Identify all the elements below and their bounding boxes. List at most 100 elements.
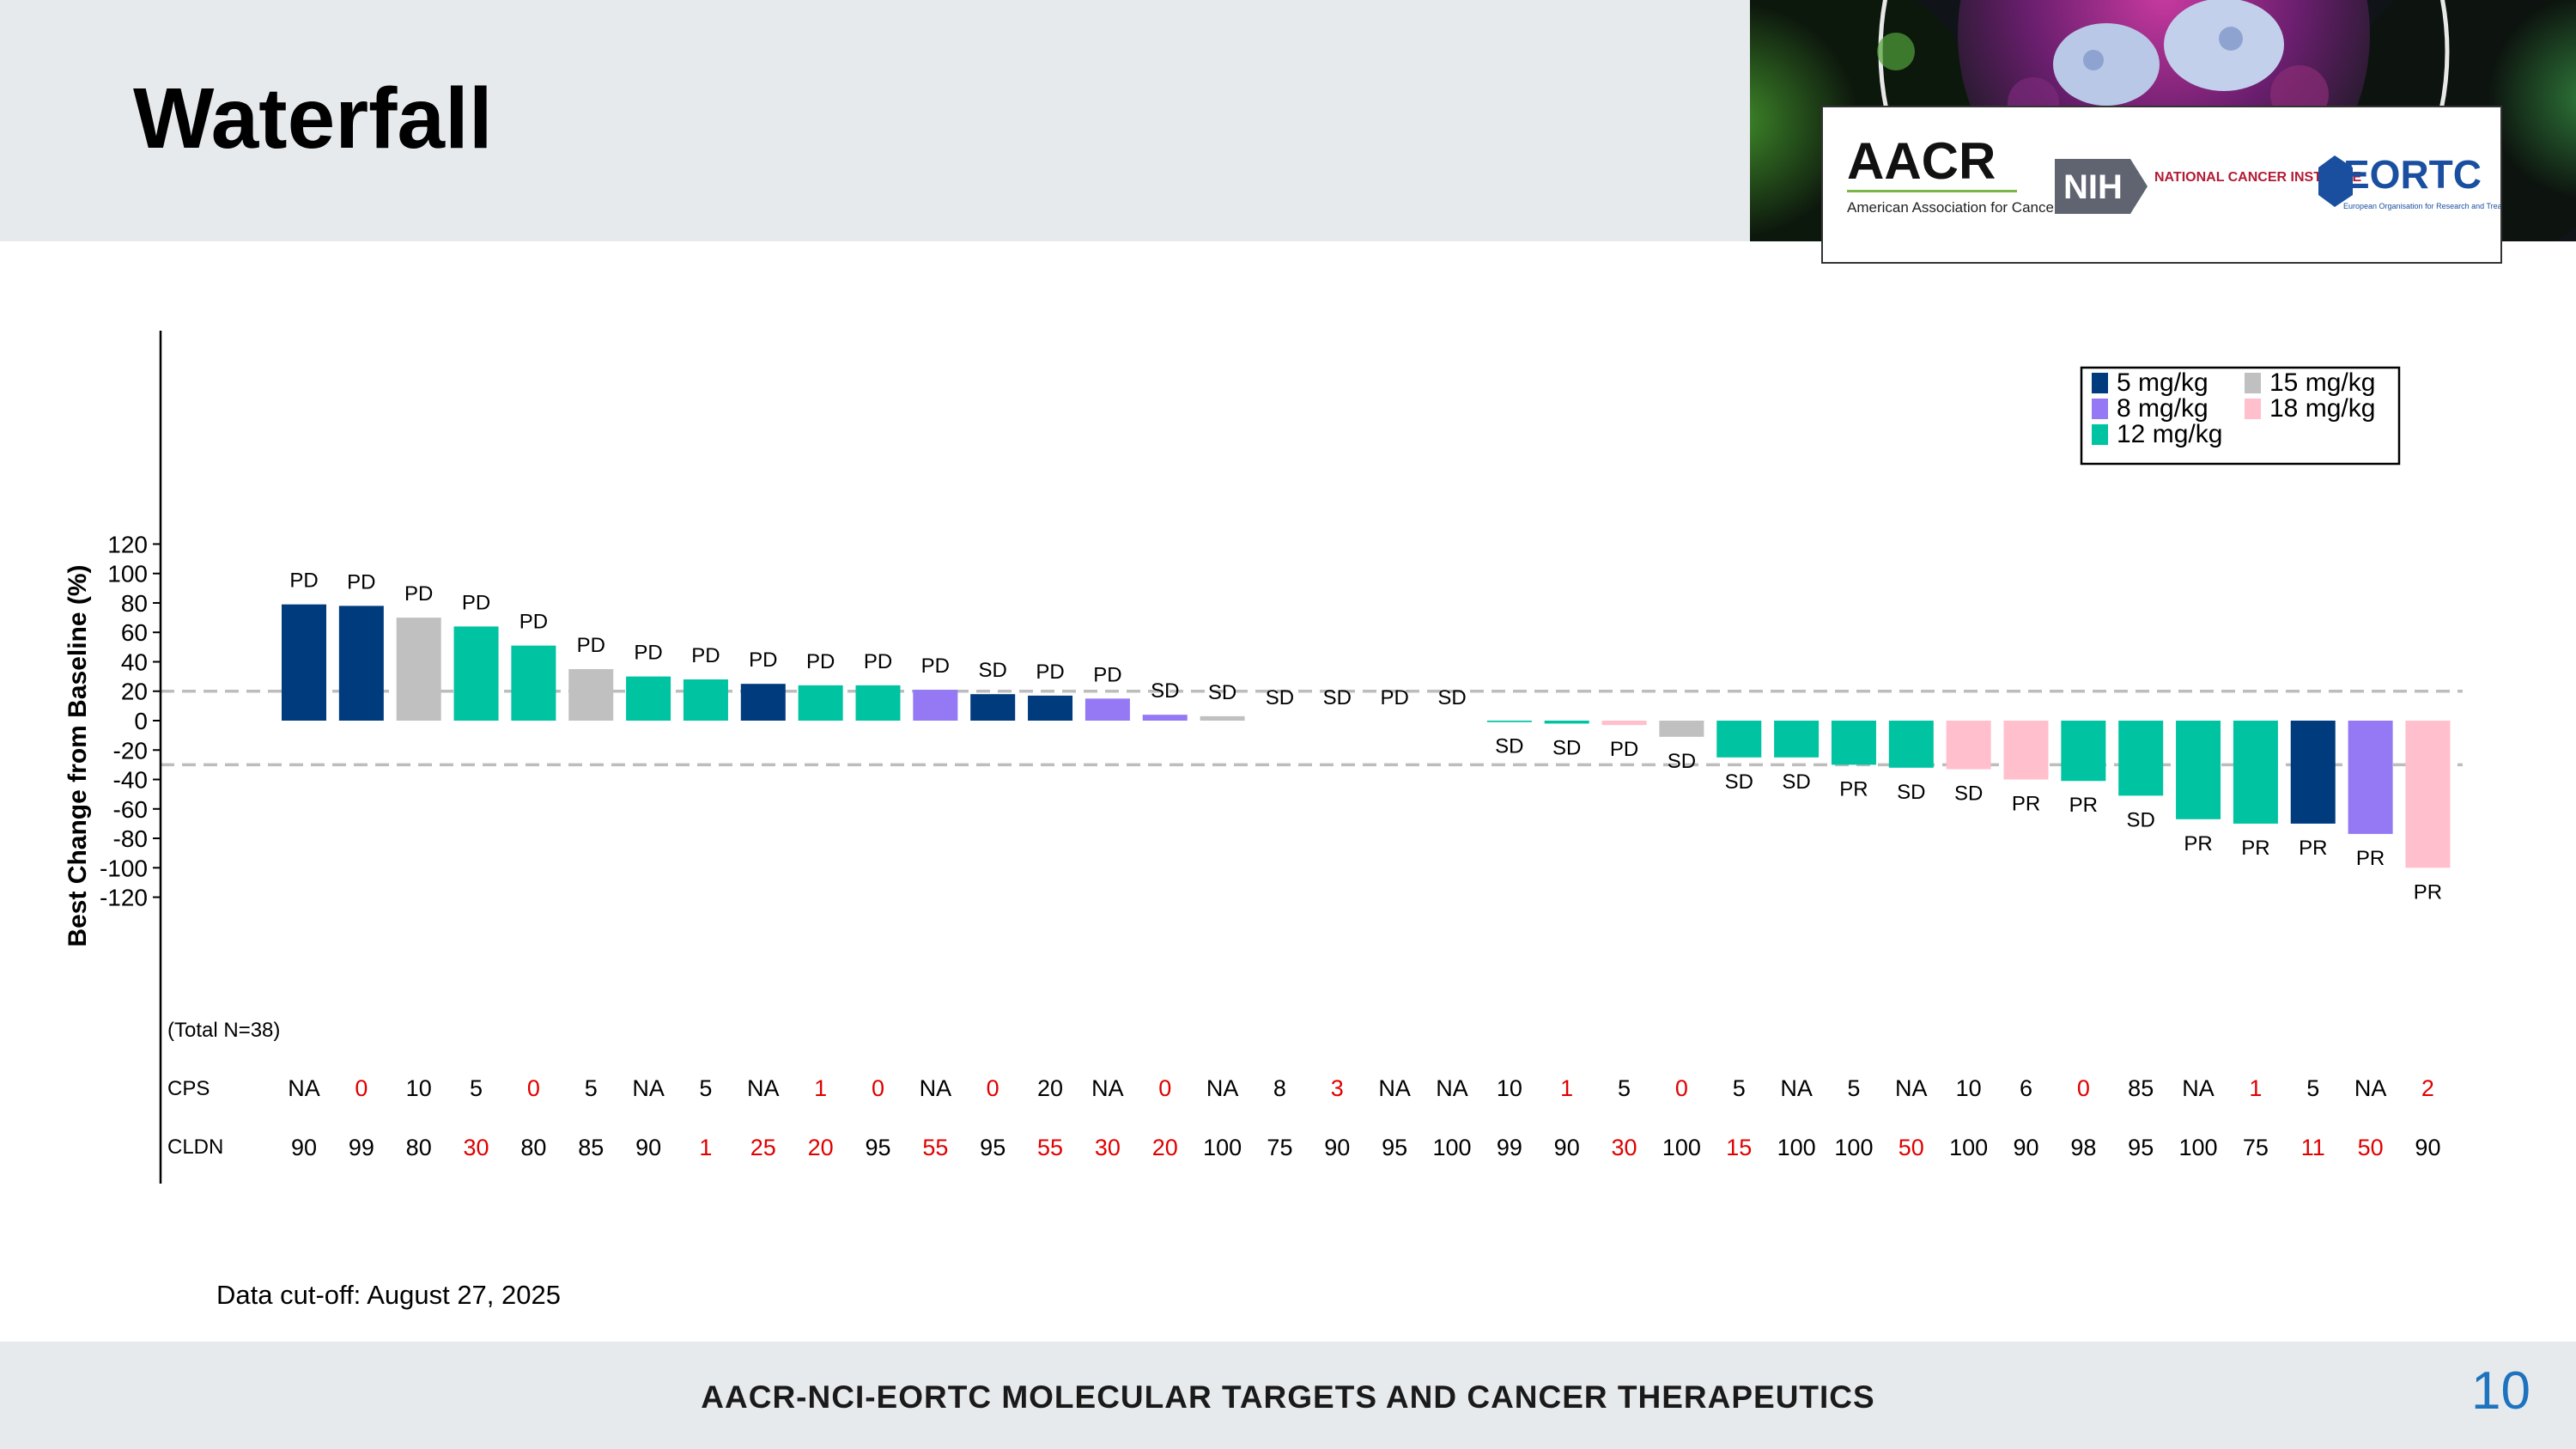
response-label: PR xyxy=(2012,793,2040,816)
eortc-wordmark: EORTC xyxy=(2343,152,2482,197)
cps-value: NA xyxy=(747,1075,780,1101)
cps-value: 5 xyxy=(1847,1075,1860,1101)
cps-value: 5 xyxy=(470,1075,483,1101)
bar xyxy=(1716,721,1762,758)
cps-value: 5 xyxy=(585,1075,598,1101)
data-cutoff-note: Data cut-off: August 27, 2025 xyxy=(216,1280,561,1310)
cldn-value: 50 xyxy=(1899,1135,1924,1160)
cldn-value: 100 xyxy=(1949,1135,1988,1160)
cps-value: 3 xyxy=(1331,1075,1344,1101)
response-label: SD xyxy=(2127,808,2155,831)
y-tick-label: -60 xyxy=(113,796,148,823)
nci-name: NATIONAL CANCER INSTITUTE xyxy=(2154,170,2362,185)
cldn-value: 100 xyxy=(2179,1135,2218,1160)
response-label: PD xyxy=(462,591,490,614)
bar xyxy=(1028,695,1073,721)
cps-value: 1 xyxy=(814,1075,827,1101)
legend-label: 5 mg/kg xyxy=(2117,368,2208,397)
legend-label: 12 mg/kg xyxy=(2117,420,2222,448)
bar xyxy=(396,618,441,721)
bar xyxy=(1142,715,1188,721)
response-label: PD xyxy=(864,650,892,673)
response-label: PD xyxy=(921,654,950,678)
bar xyxy=(1659,721,1704,737)
cps-value: NA xyxy=(288,1075,320,1101)
cps-value: 5 xyxy=(699,1075,712,1101)
cps-value: 20 xyxy=(1037,1075,1063,1101)
response-label: PD xyxy=(1093,663,1121,686)
response-label: SD xyxy=(1437,686,1466,709)
footer-band xyxy=(0,1342,2576,1449)
cps-value: NA xyxy=(632,1075,665,1101)
cldn-value: 75 xyxy=(1267,1135,1292,1160)
cldn-value: 98 xyxy=(2070,1135,2096,1160)
bar xyxy=(453,626,499,721)
y-tick-label: 0 xyxy=(134,708,148,734)
cps-value: 0 xyxy=(2077,1075,2090,1101)
cldn-value: 11 xyxy=(2301,1135,2325,1160)
bar xyxy=(740,684,786,721)
cldn-value: 20 xyxy=(808,1135,834,1160)
response-label: PD xyxy=(289,569,318,593)
bar xyxy=(683,679,728,721)
cldn-value: 95 xyxy=(980,1135,1005,1160)
cldn-value: 90 xyxy=(2013,1135,2038,1160)
response-label: SD xyxy=(1151,679,1179,703)
cps-value: NA xyxy=(1206,1075,1239,1101)
response-label: PD xyxy=(691,644,720,667)
bar xyxy=(1601,721,1647,726)
cps-value: 5 xyxy=(1733,1075,1746,1101)
bar xyxy=(913,690,958,721)
legend-label: 8 mg/kg xyxy=(2117,394,2208,423)
cps-value: 5 xyxy=(2306,1075,2319,1101)
cldn-value: 55 xyxy=(922,1135,948,1160)
response-label: SD xyxy=(979,659,1007,682)
cldn-value: 55 xyxy=(1037,1135,1063,1160)
cps-value: 1 xyxy=(2249,1075,2262,1101)
bar xyxy=(2003,721,2049,780)
cldn-value: 90 xyxy=(291,1135,317,1160)
nih-logo: NIH NATIONAL CANCER INSTITUTE xyxy=(2055,159,2362,214)
response-label: PD xyxy=(806,650,835,673)
page-title: Waterfall xyxy=(133,70,493,167)
response-label: SD xyxy=(1782,770,1810,794)
response-label: SD xyxy=(1552,736,1581,759)
cps-value: 2 xyxy=(2421,1075,2434,1101)
legend-swatch xyxy=(2092,424,2108,445)
eortc-name: European Organisation for Research and T… xyxy=(2343,202,2500,210)
cps-value: 85 xyxy=(2128,1075,2154,1101)
y-tick-label: -100 xyxy=(100,855,148,881)
bar xyxy=(798,685,843,721)
cps-value: NA xyxy=(920,1075,952,1101)
cps-value: NA xyxy=(1895,1075,1928,1101)
page-number: 10 xyxy=(2471,1361,2530,1421)
cps-value: 6 xyxy=(2020,1075,2032,1101)
bar xyxy=(970,694,1016,721)
total-n-label: (Total N=38) xyxy=(167,1019,280,1042)
legend-label: 18 mg/kg xyxy=(2269,394,2375,423)
bar xyxy=(338,606,384,721)
cldn-value: 100 xyxy=(1834,1135,1873,1160)
cps-value: NA xyxy=(2182,1075,2215,1101)
response-label: PD xyxy=(1380,686,1408,709)
cldn-value: 100 xyxy=(1777,1135,1816,1160)
bar xyxy=(2290,721,2336,824)
cldn-value: 90 xyxy=(635,1135,661,1160)
legend-swatch xyxy=(2092,399,2108,419)
response-label: PR xyxy=(2241,837,2269,860)
cldn-value: 15 xyxy=(1726,1135,1752,1160)
reference-lines xyxy=(161,689,2463,767)
y-tick-label: -80 xyxy=(113,825,148,852)
response-label: SD xyxy=(1323,686,1352,709)
legend-swatch xyxy=(2245,399,2261,419)
cldn-value: 50 xyxy=(2358,1135,2384,1160)
response-label: PD xyxy=(1036,661,1064,684)
response-label: PR xyxy=(1839,777,1868,801)
cldn-value: 25 xyxy=(750,1135,776,1160)
cps-value: 10 xyxy=(406,1075,432,1101)
cps-value: 10 xyxy=(1497,1075,1522,1101)
cps-value: 0 xyxy=(1675,1075,1688,1101)
cps-row-label: CPS xyxy=(167,1077,210,1100)
cps-value: NA xyxy=(1378,1075,1411,1101)
cldn-value: 95 xyxy=(865,1135,890,1160)
